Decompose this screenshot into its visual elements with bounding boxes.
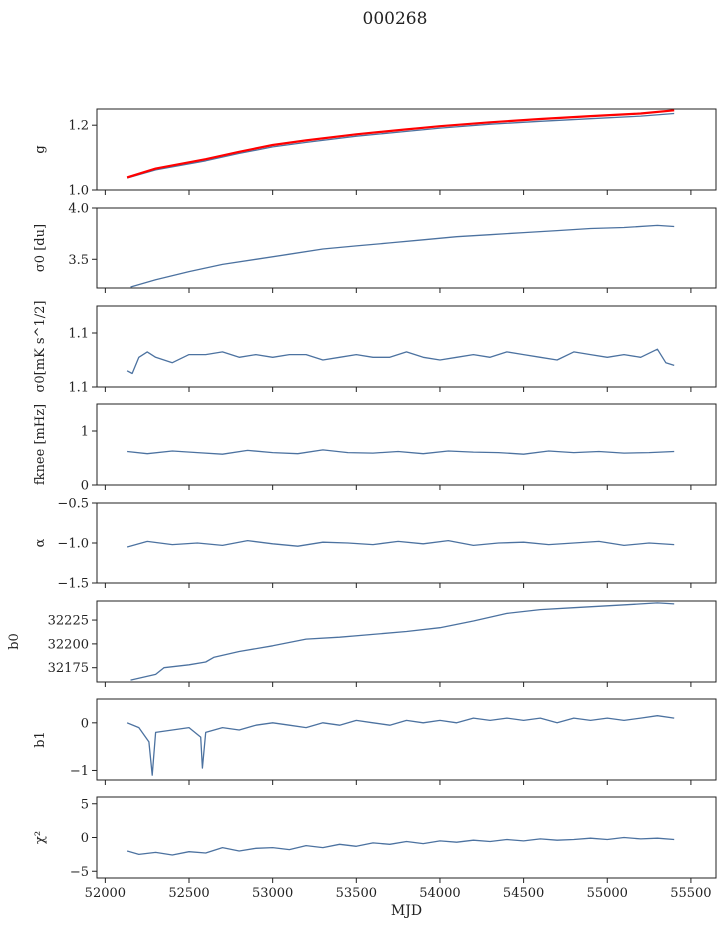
ytick-label-chi2-2: 5	[81, 797, 89, 812]
ytick-label-b0-2: 32225	[48, 614, 89, 629]
ylabel-b1: b1	[33, 731, 48, 748]
panel-g: 1.0 1.2 g	[33, 108, 717, 199]
ytick-label-fknee-1: 1	[81, 425, 89, 440]
series-line-alpha-0	[126, 539, 675, 548]
ytick-label-alpha-2: −0.5	[57, 497, 89, 512]
plot-frame-b0	[96, 600, 717, 683]
ytick-label-fknee-0: 0	[81, 479, 89, 494]
ylabel-chi2: χ²	[33, 831, 48, 844]
panel-fknee: 0 1 fknee [mHz]	[33, 403, 717, 494]
ytick-label-chi2-0: −5	[70, 865, 89, 880]
ytick-label-alpha-0: −1.5	[57, 577, 89, 592]
plot-frame-b1	[96, 698, 717, 781]
ylabel-b0: b0	[7, 633, 22, 650]
plot-frame-g	[96, 108, 717, 191]
series-line-chi2-0	[126, 836, 675, 856]
plot-frame-sigma_mk	[96, 305, 717, 388]
xtick-label-3: 53500	[336, 886, 377, 901]
ytick-label-b1-0: −1	[70, 764, 89, 779]
panel-alpha: −1.5 −1.0 −0.5 α	[33, 497, 717, 592]
ylabel-alpha: α	[33, 538, 48, 547]
series-line-fknee-0	[127, 449, 675, 455]
panel-b1: −1 0 b1	[33, 698, 717, 785]
series-line-b0-0	[130, 602, 675, 681]
xtick-label-7: 55500	[670, 886, 711, 901]
ytick-label-alpha-1: −1.0	[57, 537, 89, 552]
xtick-label-6: 55000	[587, 886, 628, 901]
plot-frame-sigma_du	[96, 207, 717, 289]
panel-chi2: −5 0 5 52000 52500 53000 53500 54000 54500 55000 5…	[33, 796, 717, 919]
ytick-label-b1-1: 0	[81, 716, 89, 731]
ytick-label-sigma_mk-0: 1.1	[68, 381, 89, 396]
series-line-sigma_mk-0	[126, 348, 675, 375]
plot-frame-fknee	[96, 403, 717, 486]
ylabel-sigma_mk: σ0[mK s^1/2]	[33, 301, 48, 393]
figure-title: 000268	[363, 9, 428, 29]
series-line-b1-0	[126, 715, 675, 776]
ytick-label-g-1: 1.2	[68, 119, 89, 134]
ylabel-sigma_du: σ0 [du]	[33, 224, 48, 272]
xtick-label-5: 54500	[503, 886, 544, 901]
xtick-label-1: 52500	[168, 886, 209, 901]
xlabel: MJD	[391, 903, 422, 919]
panel-sigma_du: 3.5 4.0 σ0 [du]	[33, 202, 717, 293]
xtick-label-0: 52000	[85, 886, 126, 901]
ytick-label-sigma_du-0: 3.5	[68, 253, 89, 268]
series-line-g-1	[126, 109, 675, 179]
series-line-sigma_du-0	[130, 224, 675, 288]
ylabel-g: g	[33, 145, 48, 153]
ytick-label-chi2-1: 0	[81, 831, 89, 846]
panel-sigma_mk: 1.1 1.1 σ0[mK s^1/2]	[33, 301, 717, 396]
ytick-label-sigma_du-1: 4.0	[68, 202, 89, 217]
xtick-label-2: 53000	[252, 886, 293, 901]
ytick-label-b0-0: 32175	[48, 661, 89, 676]
series-line-g-0	[126, 112, 675, 179]
ytick-label-b0-1: 32200	[48, 637, 89, 652]
ytick-label-g-0: 1.0	[68, 184, 89, 199]
panel-b0: 32175 32200 32225 b0	[7, 600, 717, 687]
ytick-label-sigma_mk-1: 1.1	[68, 327, 89, 342]
xtick-label-4: 54000	[419, 886, 460, 901]
ylabel-fknee: fknee [mHz]	[33, 404, 48, 485]
